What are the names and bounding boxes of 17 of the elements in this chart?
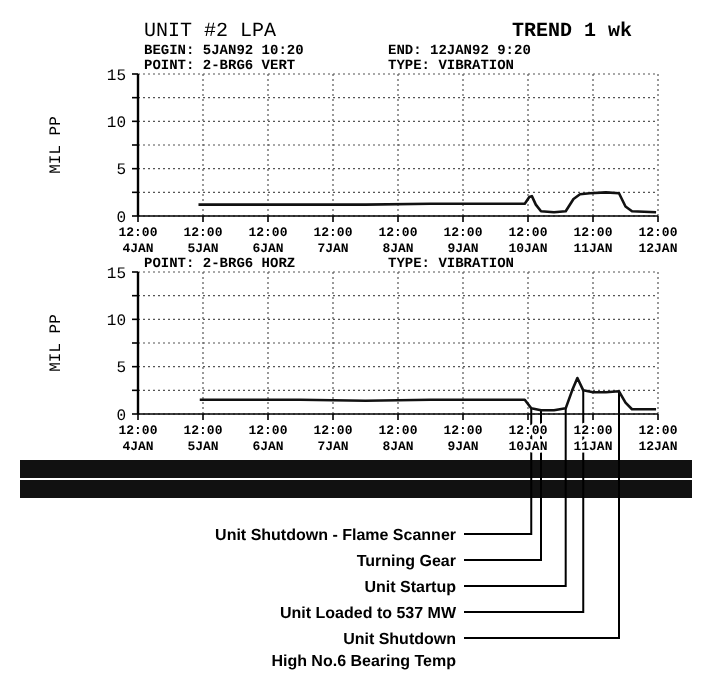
- annotation: Unit Loaded to 537 MW: [280, 604, 457, 622]
- y-axis-title: MIL PP: [48, 313, 66, 372]
- chart-title: UNIT #2 LPA: [144, 22, 277, 44]
- y-tick-label: 5: [116, 162, 127, 181]
- y-tick-label: 10: [106, 114, 127, 133]
- annotation: Unit Shutdown - Flame Scanner: [215, 526, 456, 544]
- y-tick-label: 10: [106, 312, 127, 331]
- y-axis-title: MIL PP: [48, 115, 66, 174]
- y-tick-label: 15: [106, 265, 127, 284]
- annotation: Unit Shutdown High No.6 Bearing Temp: [271, 630, 457, 670]
- y-tick-label: 0: [116, 209, 127, 228]
- annotation: Unit Startup: [364, 578, 457, 596]
- y-tick-label: 5: [116, 360, 127, 379]
- text: TREND 1 wk: [512, 20, 633, 44]
- annotation: Turning Gear: [356, 552, 456, 570]
- y-tick-label: 15: [106, 67, 127, 86]
- y-tick-label: 0: [116, 407, 127, 426]
